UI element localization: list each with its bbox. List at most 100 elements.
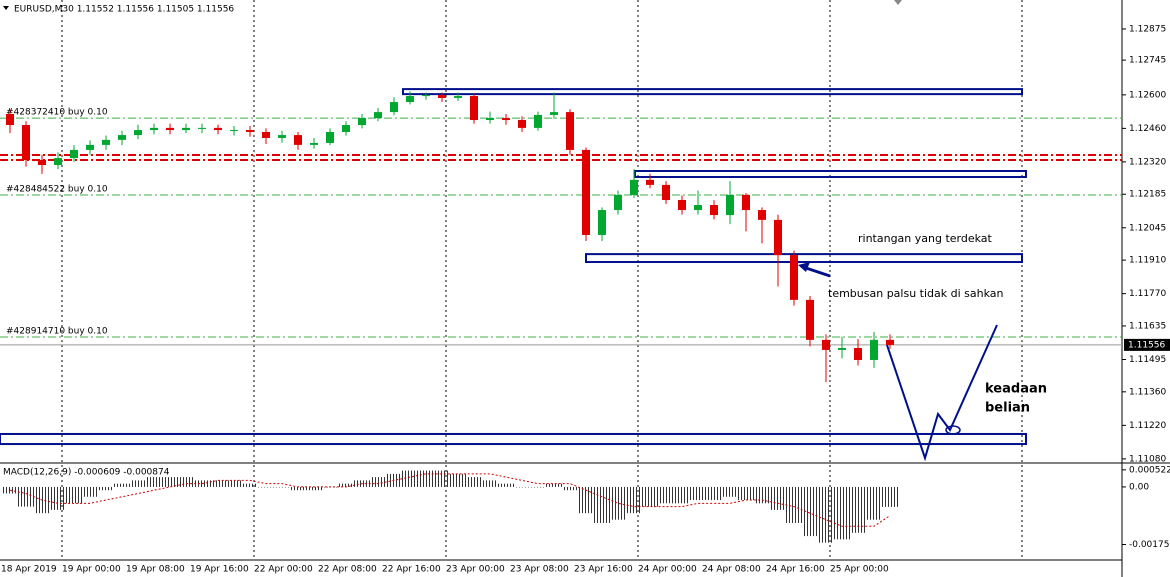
candle-body <box>742 194 750 211</box>
macd-bar <box>274 486 290 488</box>
menu-triangle[interactable] <box>3 6 9 10</box>
annotation: keadaan <box>985 382 1047 397</box>
candle-body <box>710 205 718 216</box>
candle-body <box>886 339 894 345</box>
candle-body <box>70 149 78 159</box>
annotation: belian <box>985 401 1030 416</box>
candle-body <box>182 127 190 131</box>
y-tick-label: 1.12745 <box>1129 56 1166 66</box>
candle-body <box>694 205 702 211</box>
zone-rectangle <box>402 88 1023 96</box>
macd-bar <box>850 486 866 533</box>
zone-rectangle <box>0 432 1027 446</box>
macd-bar <box>370 477 386 487</box>
candle-body <box>6 114 14 126</box>
macd-bar <box>66 486 82 504</box>
candle-body <box>262 131 270 138</box>
macd-bar <box>482 480 498 487</box>
candle-body <box>838 347 846 350</box>
candle-body <box>566 112 574 150</box>
candle-body <box>678 199 686 211</box>
candle-body <box>358 118 366 126</box>
macd-bar <box>722 486 738 497</box>
x-tick-label: 24 Apr 16:00 <box>766 565 825 575</box>
macd-bar <box>178 477 194 487</box>
arrow-shaft <box>805 266 831 278</box>
candle-body <box>582 149 590 235</box>
candle-body <box>246 130 254 132</box>
projection-path <box>886 324 998 462</box>
macd-bar <box>258 486 274 488</box>
macd-bar <box>242 483 258 487</box>
macd-bar <box>754 486 770 504</box>
x-tick-label: 19 Apr 08:00 <box>126 565 185 575</box>
x-tick-label: 18 Apr 2019 <box>1 565 57 575</box>
candle-body <box>486 118 494 120</box>
candle-body <box>102 139 110 145</box>
macd-bar <box>402 470 418 487</box>
candle-body <box>758 210 766 220</box>
candle-body <box>790 255 798 300</box>
candle-body <box>726 194 734 216</box>
y-tick-label: 1.11635 <box>1129 321 1166 331</box>
x-tick-label: 22 Apr 08:00 <box>318 565 377 575</box>
candle-body <box>534 114 542 128</box>
x-tick-label: 24 Apr 00:00 <box>638 565 697 575</box>
macd-bar <box>50 486 66 510</box>
x-tick-label: 23 Apr 08:00 <box>510 565 569 575</box>
y-tick-label: 1.11770 <box>1129 289 1166 299</box>
order-label: #428372410 buy 0.10 <box>6 108 108 118</box>
y-tick-label: 1.12045 <box>1129 223 1166 233</box>
macd-bar <box>594 486 610 523</box>
candle-body <box>342 125 350 132</box>
x-tick-label: 22 Apr 16:00 <box>382 565 441 575</box>
macd-bar <box>498 483 514 487</box>
last-price-box <box>1124 338 1170 351</box>
candle-body <box>470 96 478 120</box>
candle-body <box>854 347 862 360</box>
macd-bar <box>290 486 306 491</box>
order-label: #428914710 buy 0.10 <box>6 326 108 336</box>
macd-bar <box>882 486 898 507</box>
y-tick-label: 1.11220 <box>1129 421 1166 431</box>
macd-bar <box>562 486 578 491</box>
candle-body <box>310 142 318 145</box>
candle-body <box>374 112 382 119</box>
candle-body <box>118 135 126 140</box>
macd-bar <box>610 486 626 520</box>
macd-bar <box>866 486 882 520</box>
macd-bar <box>514 486 530 488</box>
macd-bar <box>210 480 226 487</box>
candle-body <box>502 118 510 120</box>
macd-bar <box>98 486 114 491</box>
candle-body <box>166 127 174 131</box>
macd-bar <box>338 483 354 487</box>
candle-body <box>822 339 830 350</box>
last-price-label: 1.11556 <box>1128 340 1165 350</box>
macd-bar <box>818 486 834 543</box>
candle-body <box>614 194 622 211</box>
x-tick-label: 22 Apr 00:00 <box>254 565 313 575</box>
macd-bar <box>658 486 674 504</box>
macd-signal <box>9 473 891 527</box>
y-tick-label: 1.12185 <box>1129 190 1166 200</box>
candle-body <box>198 127 206 129</box>
macd-header: MACD(12,26,9) -0.000609 -0.000874 <box>3 468 170 478</box>
y-tick-label: 1.12460 <box>1129 124 1166 134</box>
candle-body <box>806 299 814 340</box>
candle-body <box>294 135 302 145</box>
x-tick-label: 23 Apr 00:00 <box>446 565 505 575</box>
shift-marker <box>894 0 902 5</box>
candle-body <box>662 184 670 200</box>
order-label: #428484522 buy 0.10 <box>6 184 108 194</box>
macd-bar <box>82 486 98 497</box>
candle-body <box>86 144 94 150</box>
macd-bar <box>418 470 434 487</box>
x-tick-label: 24 Apr 08:00 <box>702 565 761 575</box>
macd-bar <box>690 486 706 501</box>
macd-bar <box>546 483 562 487</box>
candle-body <box>630 179 638 195</box>
candle-body <box>214 127 222 131</box>
candle-body <box>230 130 238 132</box>
entry-circle <box>945 425 961 435</box>
